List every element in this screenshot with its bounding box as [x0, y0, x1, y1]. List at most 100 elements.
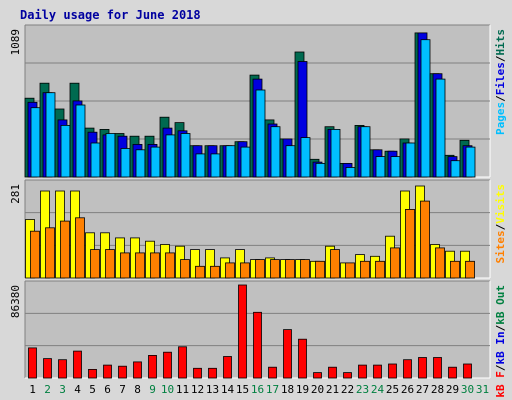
bar-kb-f-day-13: [208, 367, 217, 379]
bar-sites-day-7: [120, 252, 130, 279]
bar-pages-day-27: [420, 39, 431, 178]
x-tick-label: 26: [401, 383, 414, 396]
x-tick-label: 25: [386, 383, 399, 396]
bar-sites-day-29: [450, 260, 460, 279]
bar-sites-day-6: [105, 249, 115, 279]
side-label: Pages/Files/Hits: [494, 29, 507, 135]
x-tick-label: 21: [326, 383, 339, 396]
side-label-part: Visits: [494, 184, 507, 224]
x-tick-label: 19: [296, 383, 309, 396]
x-tick-label: 8: [134, 383, 141, 396]
x-tick-label: 4: [74, 383, 81, 396]
bar-kb-f-day-17: [268, 366, 277, 379]
side-label-separator: /: [494, 95, 507, 102]
bar-sites-day-9: [150, 252, 160, 279]
bar-pages-day-12: [195, 153, 206, 178]
bar-kb-f-day-11: [178, 346, 187, 379]
bar-kb-f-day-2: [43, 358, 52, 379]
side-label-separator: /: [494, 55, 507, 62]
bar-kb-f-day-18: [283, 329, 292, 379]
bar-kb-f-day-7: [118, 365, 127, 379]
bar-kb-f-day-3: [58, 359, 67, 379]
bar-sites-day-17: [270, 259, 280, 279]
side-label-part: kB F: [494, 371, 507, 398]
bar-kb-f-day-16: [253, 311, 262, 379]
bar-pages-day-2: [45, 92, 56, 178]
bar-sites-day-20: [315, 260, 325, 279]
bar-pages-day-14: [225, 145, 236, 178]
x-tick-label: 12: [191, 383, 204, 396]
y-max-label: 1089: [9, 29, 22, 56]
bar-sites-day-15: [240, 262, 250, 279]
side-label-part: kB In: [494, 331, 507, 364]
x-tick-label: 31: [476, 383, 489, 396]
x-tick-label: 27: [416, 383, 429, 396]
x-tick-label: 9: [149, 383, 156, 396]
bar-pages-day-29: [450, 160, 461, 178]
bar-kb-f-day-19: [298, 338, 307, 379]
bar-pages-day-22: [345, 167, 356, 178]
bar-sites-day-24: [375, 260, 385, 279]
x-tick-label: 3: [59, 383, 66, 396]
bar-kb-f-day-6: [103, 364, 112, 379]
bar-pages-day-30: [465, 146, 476, 178]
bar-visits-day-12: [190, 249, 200, 279]
bar-sites-day-2: [45, 227, 55, 279]
side-label: kB F/kB In/kB Out: [494, 285, 507, 398]
bar-kb-f-day-26: [403, 359, 412, 379]
x-tick-label: 7: [119, 383, 126, 396]
bar-visits-day-13: [205, 249, 215, 279]
bar-pages-day-25: [390, 156, 401, 178]
bar-pages-day-10: [165, 134, 176, 178]
bar-kb-f-day-21: [328, 366, 337, 379]
bar-sites-day-25: [390, 247, 400, 279]
bar-kb-f-day-8: [133, 361, 142, 379]
x-tick-label: 11: [176, 383, 189, 396]
side-label: Sites/Visits: [494, 184, 507, 264]
bar-pages-day-18: [285, 145, 296, 178]
side-label-part: Pages: [494, 102, 507, 135]
bar-pages-day-17: [270, 126, 281, 178]
bar-sites-day-23: [360, 260, 370, 279]
x-tick-label: 10: [161, 383, 174, 396]
bar-pages-day-20: [315, 162, 326, 178]
bar-kb-f-day-22: [343, 372, 352, 379]
bar-pages-day-8: [135, 149, 146, 178]
bar-kb-f-day-12: [193, 367, 202, 379]
x-tick-label: 17: [266, 383, 279, 396]
x-tick-label: 24: [371, 383, 385, 396]
x-tick-label: 22: [341, 383, 354, 396]
bar-pages-day-28: [435, 78, 446, 178]
bar-sites-day-26: [405, 208, 415, 279]
bar-kb-f-day-27: [418, 357, 427, 379]
bar-sites-day-21: [330, 249, 340, 279]
y-max-label: 281: [9, 184, 22, 204]
side-label-part: Hits: [494, 29, 507, 56]
bar-kb-f-day-25: [388, 363, 397, 379]
bar-kb-f-day-28: [433, 357, 442, 379]
bar-pages-day-3: [60, 125, 71, 178]
x-tick-label: 20: [311, 383, 324, 396]
bar-pages-day-21: [330, 128, 341, 178]
bar-sites-day-8: [135, 252, 145, 279]
bar-kb-f-day-14: [223, 356, 232, 379]
bar-kb-f-day-24: [373, 364, 382, 379]
y-max-label: 86380: [9, 285, 22, 318]
bar-sites-day-30: [465, 260, 475, 279]
x-tick-label: 5: [89, 383, 96, 396]
bar-kb-f-day-4: [73, 350, 82, 379]
x-tick-label: 13: [206, 383, 219, 396]
side-label-separator: /: [494, 324, 507, 331]
x-tick-label: 23: [356, 383, 369, 396]
bar-kb-f-day-23: [358, 364, 367, 379]
bar-pages-day-6: [105, 133, 116, 178]
bar-kb-f-day-10: [163, 351, 172, 379]
panel-top: 1089 Pages/Files/Hits: [9, 24, 507, 178]
x-tick-label: 16: [251, 383, 264, 396]
bar-pages-day-1: [30, 107, 41, 178]
bar-pages-day-16: [255, 89, 266, 178]
bar-kb-f-day-20: [313, 372, 322, 379]
bar-kb-f-day-1: [28, 347, 37, 379]
